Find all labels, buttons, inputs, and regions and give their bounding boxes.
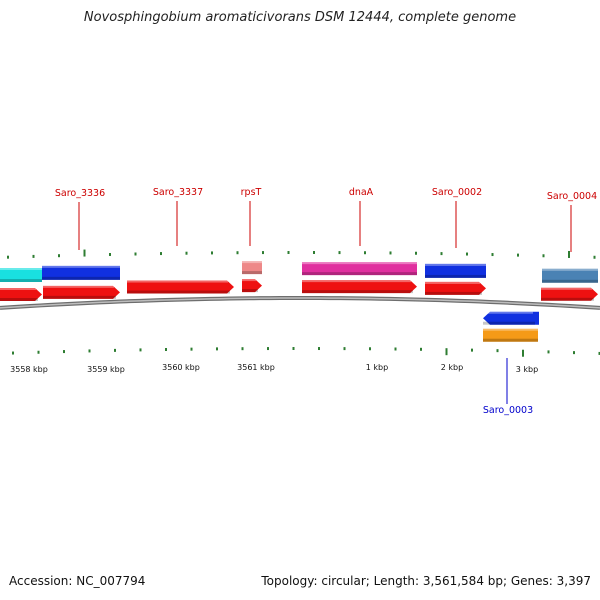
cds-arrow-3 bbox=[127, 280, 234, 294]
genome-summary-text: Topology: circular; Length: 3,561,584 bp… bbox=[261, 574, 591, 588]
cds-arrow-5 bbox=[302, 280, 417, 294]
scale-label: 3561 kbp bbox=[237, 363, 275, 372]
map-title: Novosphingobium aromaticivorans DSM 1244… bbox=[83, 10, 517, 25]
scale-label: 3559 kbp bbox=[87, 365, 125, 374]
feature-cyan-block bbox=[0, 267, 42, 282]
gene-label-saro-0002: Saro_0002 bbox=[432, 187, 482, 248]
gene-label-text: dnaA bbox=[349, 187, 374, 198]
cds-arrow-2 bbox=[43, 285, 120, 299]
gene-label-dnaa: dnaA bbox=[349, 187, 374, 246]
gene-label-text: rpsT bbox=[241, 187, 262, 198]
gene-label-saro-0004: Saro_0004 bbox=[547, 191, 597, 252]
cds-arrow-7 bbox=[541, 287, 598, 301]
accession-text: Accession: NC_007794 bbox=[9, 574, 146, 588]
cds-arrow-4 bbox=[242, 279, 262, 293]
scale-label: 3 kbp bbox=[516, 365, 538, 374]
gene-label-text: Saro_0004 bbox=[547, 191, 597, 202]
gene-label-text: Saro_3337 bbox=[153, 187, 203, 198]
scale-label: 3560 kbp bbox=[162, 363, 200, 372]
cds-arrow-6 bbox=[425, 281, 486, 295]
gene-label-saro-3336: Saro_3336 bbox=[55, 188, 105, 250]
backbone-layer bbox=[0, 295, 600, 310]
gene-label-saro-3337: Saro_3337 bbox=[153, 187, 203, 246]
feature-layer bbox=[0, 261, 598, 342]
gene-label-text: Saro_0002 bbox=[432, 187, 482, 198]
scale-label: 2 kbp bbox=[441, 363, 463, 372]
gene-label-text: Saro_3336 bbox=[55, 188, 105, 199]
backbone-highlight bbox=[0, 297, 600, 309]
cds-arrow-reverse bbox=[483, 311, 539, 325]
feature-blue-block-1 bbox=[42, 265, 120, 280]
scale-label: 3558 kbp bbox=[10, 365, 48, 374]
gene-label-rpst: rpsT bbox=[241, 187, 262, 246]
scale-label: 1 kbp bbox=[366, 363, 388, 372]
feature-orange-block bbox=[483, 328, 538, 342]
tick-layer bbox=[7, 249, 600, 357]
gene-label-text: Saro_0003 bbox=[483, 405, 533, 416]
feature-dnaa-block bbox=[302, 262, 417, 276]
label-layer: Saro_3336 Saro_3337 rpsT dnaA Saro_0002 Saro_… bbox=[10, 187, 597, 416]
feature-steelblue-block bbox=[542, 268, 598, 283]
feature-rpst-block bbox=[242, 261, 262, 275]
cds-arrow-1 bbox=[0, 287, 42, 301]
feature-blue-block-2 bbox=[425, 263, 486, 278]
gene-label-saro-0003: Saro_0003 bbox=[483, 358, 533, 416]
